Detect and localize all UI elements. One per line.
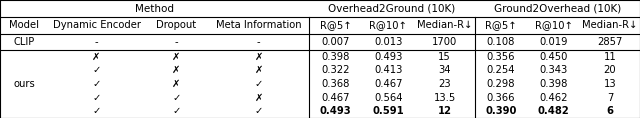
Text: 0.482: 0.482 xyxy=(538,106,570,116)
Text: 0.493: 0.493 xyxy=(320,106,351,116)
Text: Dynamic Encoder: Dynamic Encoder xyxy=(52,20,141,30)
Text: 0.390: 0.390 xyxy=(485,106,516,116)
Text: 0.462: 0.462 xyxy=(540,93,568,103)
Text: Median-R↓: Median-R↓ xyxy=(417,20,472,30)
Text: Ground2Overhead (10K): Ground2Overhead (10K) xyxy=(493,4,621,14)
Text: 0.322: 0.322 xyxy=(321,65,350,75)
Text: 7: 7 xyxy=(607,93,613,103)
Text: 0.398: 0.398 xyxy=(321,52,350,61)
Text: R@5↑: R@5↑ xyxy=(320,20,351,30)
Text: 0.564: 0.564 xyxy=(374,93,403,103)
Text: CLIP: CLIP xyxy=(13,37,35,47)
Text: Median-R↓: Median-R↓ xyxy=(582,20,637,30)
Text: 11: 11 xyxy=(604,52,616,61)
Text: 0.467: 0.467 xyxy=(321,93,350,103)
Text: ✗: ✗ xyxy=(254,93,263,103)
Text: ✗: ✗ xyxy=(254,52,263,61)
Text: ✗: ✗ xyxy=(92,52,100,61)
Text: 15: 15 xyxy=(438,52,451,61)
Text: ✗: ✗ xyxy=(172,52,180,61)
Text: Dropout: Dropout xyxy=(156,20,196,30)
Text: 0.493: 0.493 xyxy=(374,52,403,61)
Text: -: - xyxy=(257,37,260,47)
Text: ✓: ✓ xyxy=(254,106,263,116)
Text: R@5↑: R@5↑ xyxy=(485,20,517,30)
Text: 0.343: 0.343 xyxy=(540,65,568,75)
Text: R@10↑: R@10↑ xyxy=(534,20,573,30)
Text: 20: 20 xyxy=(604,65,616,75)
Text: Model: Model xyxy=(9,20,39,30)
Text: 0.356: 0.356 xyxy=(487,52,515,61)
Text: ours: ours xyxy=(13,79,35,89)
Text: ✓: ✓ xyxy=(172,106,180,116)
Text: 13.5: 13.5 xyxy=(433,93,456,103)
Text: 0.467: 0.467 xyxy=(374,79,403,89)
Text: 34: 34 xyxy=(438,65,451,75)
Text: ✗: ✗ xyxy=(172,79,180,89)
Text: R@10↑: R@10↑ xyxy=(369,20,407,30)
Text: 13: 13 xyxy=(604,79,616,89)
Text: ✗: ✗ xyxy=(172,65,180,75)
Text: -: - xyxy=(95,37,99,47)
Text: 23: 23 xyxy=(438,79,451,89)
Text: ✗: ✗ xyxy=(254,65,263,75)
Text: 2857: 2857 xyxy=(597,37,623,47)
Text: ✓: ✓ xyxy=(254,79,263,89)
Text: 0.450: 0.450 xyxy=(540,52,568,61)
Text: 0.108: 0.108 xyxy=(487,37,515,47)
Text: -: - xyxy=(175,37,178,47)
Text: Meta Information: Meta Information xyxy=(216,20,301,30)
Text: 0.013: 0.013 xyxy=(374,37,403,47)
Text: 0.591: 0.591 xyxy=(372,106,404,116)
Text: 1700: 1700 xyxy=(432,37,458,47)
Text: 0.019: 0.019 xyxy=(540,37,568,47)
Text: 12: 12 xyxy=(438,106,452,116)
Text: 0.254: 0.254 xyxy=(487,65,515,75)
Text: 0.368: 0.368 xyxy=(321,79,350,89)
Text: ✓: ✓ xyxy=(92,93,100,103)
Text: 6: 6 xyxy=(607,106,614,116)
Text: ✓: ✓ xyxy=(92,106,100,116)
Text: ✓: ✓ xyxy=(92,79,100,89)
Text: 0.398: 0.398 xyxy=(540,79,568,89)
Text: ✓: ✓ xyxy=(92,65,100,75)
Text: 0.298: 0.298 xyxy=(487,79,515,89)
Text: Method: Method xyxy=(135,4,174,14)
Text: 0.413: 0.413 xyxy=(374,65,403,75)
Text: ✓: ✓ xyxy=(172,93,180,103)
Text: 0.007: 0.007 xyxy=(321,37,350,47)
Text: Overhead2Ground (10K): Overhead2Ground (10K) xyxy=(328,4,456,14)
Text: 0.366: 0.366 xyxy=(487,93,515,103)
